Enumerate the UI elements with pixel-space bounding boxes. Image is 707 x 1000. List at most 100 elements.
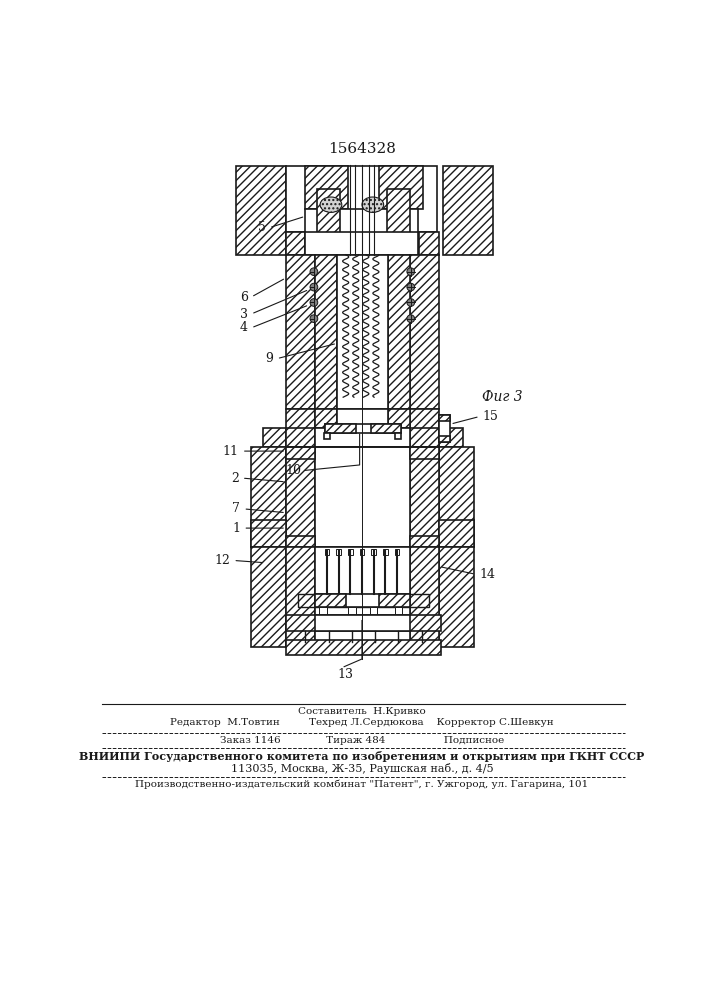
Circle shape <box>407 315 414 323</box>
Bar <box>263 428 286 447</box>
Text: 1: 1 <box>233 522 240 535</box>
Text: 5: 5 <box>258 221 266 234</box>
Bar <box>440 447 474 547</box>
Text: 12: 12 <box>214 554 230 567</box>
Bar <box>315 428 410 447</box>
Bar <box>251 447 286 547</box>
Text: 6: 6 <box>240 291 248 304</box>
Ellipse shape <box>362 197 384 212</box>
Bar <box>410 409 440 443</box>
Bar <box>325 424 356 433</box>
Text: Составитель  Н.Кривко: Составитель Н.Кривко <box>298 707 426 716</box>
Bar <box>440 428 462 447</box>
Bar <box>337 549 341 555</box>
Bar <box>410 547 440 647</box>
Circle shape <box>310 299 317 306</box>
Bar <box>315 594 346 607</box>
Text: ВНИИПИ Государственного комитета по изобретениям и открытиям при ГКНТ СССР: ВНИИПИ Государственного комитета по изоб… <box>79 751 645 762</box>
Bar <box>305 209 418 255</box>
Bar <box>410 255 440 409</box>
Text: Производственно-издательский комбинат "Патент", г. Ужгород, ул. Гагарина, 101: Производственно-издательский комбинат "П… <box>135 780 588 789</box>
Bar <box>383 549 387 555</box>
Text: 2: 2 <box>231 472 239 485</box>
Bar <box>315 594 410 607</box>
Bar <box>320 607 327 615</box>
Bar <box>348 549 353 555</box>
Bar <box>325 549 329 555</box>
Bar <box>410 536 440 547</box>
Bar <box>379 594 410 607</box>
Bar <box>315 255 337 409</box>
Bar <box>371 549 376 555</box>
Bar <box>251 547 286 647</box>
Text: 4: 4 <box>240 321 248 334</box>
Bar <box>286 166 437 232</box>
Bar <box>235 166 286 255</box>
Bar <box>388 255 410 409</box>
Bar <box>360 549 364 555</box>
Bar <box>305 232 418 255</box>
Bar <box>371 424 401 433</box>
Text: 10: 10 <box>286 464 301 477</box>
Bar <box>395 433 402 439</box>
Text: Редактор  М.Товтин         Техред Л.Сердюкова    Корректор С.Шевкун: Редактор М.Товтин Техред Л.Сердюкова Кор… <box>170 718 554 727</box>
Bar <box>337 255 388 409</box>
Bar <box>440 547 474 647</box>
Bar <box>419 232 440 255</box>
Bar <box>315 547 410 647</box>
Bar <box>298 594 429 607</box>
Circle shape <box>407 268 414 276</box>
Bar <box>286 640 441 655</box>
Circle shape <box>407 283 414 291</box>
Circle shape <box>310 315 317 323</box>
Text: Заказ 1146              Тираж 484                  Подписное: Заказ 1146 Тираж 484 Подписное <box>220 736 504 745</box>
Circle shape <box>310 268 317 276</box>
Bar <box>410 428 440 447</box>
Bar <box>286 409 315 443</box>
Bar <box>324 433 330 439</box>
Circle shape <box>407 299 414 306</box>
Bar <box>388 409 410 428</box>
Circle shape <box>310 283 317 291</box>
Bar <box>317 189 340 255</box>
Text: 9: 9 <box>266 352 274 365</box>
Bar <box>286 447 315 547</box>
Text: 1564328: 1564328 <box>328 142 396 156</box>
Bar <box>370 607 378 615</box>
Bar <box>438 415 450 442</box>
Bar <box>315 447 410 547</box>
Bar <box>286 615 441 631</box>
Bar <box>286 255 315 409</box>
Bar <box>395 607 402 615</box>
Ellipse shape <box>320 197 341 212</box>
Bar <box>286 547 315 647</box>
Bar <box>286 232 305 255</box>
Bar <box>443 166 493 255</box>
Bar <box>286 428 315 447</box>
Text: 7: 7 <box>233 502 240 515</box>
Bar <box>286 447 315 459</box>
Bar <box>251 520 286 547</box>
Bar <box>438 415 450 421</box>
Bar <box>379 166 423 209</box>
Bar <box>325 424 401 433</box>
Bar <box>438 436 450 442</box>
Bar <box>395 549 399 555</box>
Text: 13: 13 <box>338 668 354 681</box>
Text: 11: 11 <box>223 445 239 458</box>
Text: 3: 3 <box>240 308 248 321</box>
Bar <box>410 447 440 547</box>
Text: 15: 15 <box>483 410 498 423</box>
Bar <box>315 615 410 631</box>
Bar <box>286 536 315 547</box>
Bar <box>337 409 388 428</box>
Bar <box>348 607 356 615</box>
Bar <box>315 409 337 428</box>
Text: Фиг 3: Фиг 3 <box>482 390 522 404</box>
Text: 14: 14 <box>479 568 495 581</box>
Bar <box>410 447 440 459</box>
Bar <box>440 520 474 547</box>
Bar <box>387 189 410 255</box>
Bar <box>305 166 348 209</box>
Text: 113035, Москва, Ж-35, Раушская наб., д. 4/5: 113035, Москва, Ж-35, Раушская наб., д. … <box>230 763 493 774</box>
